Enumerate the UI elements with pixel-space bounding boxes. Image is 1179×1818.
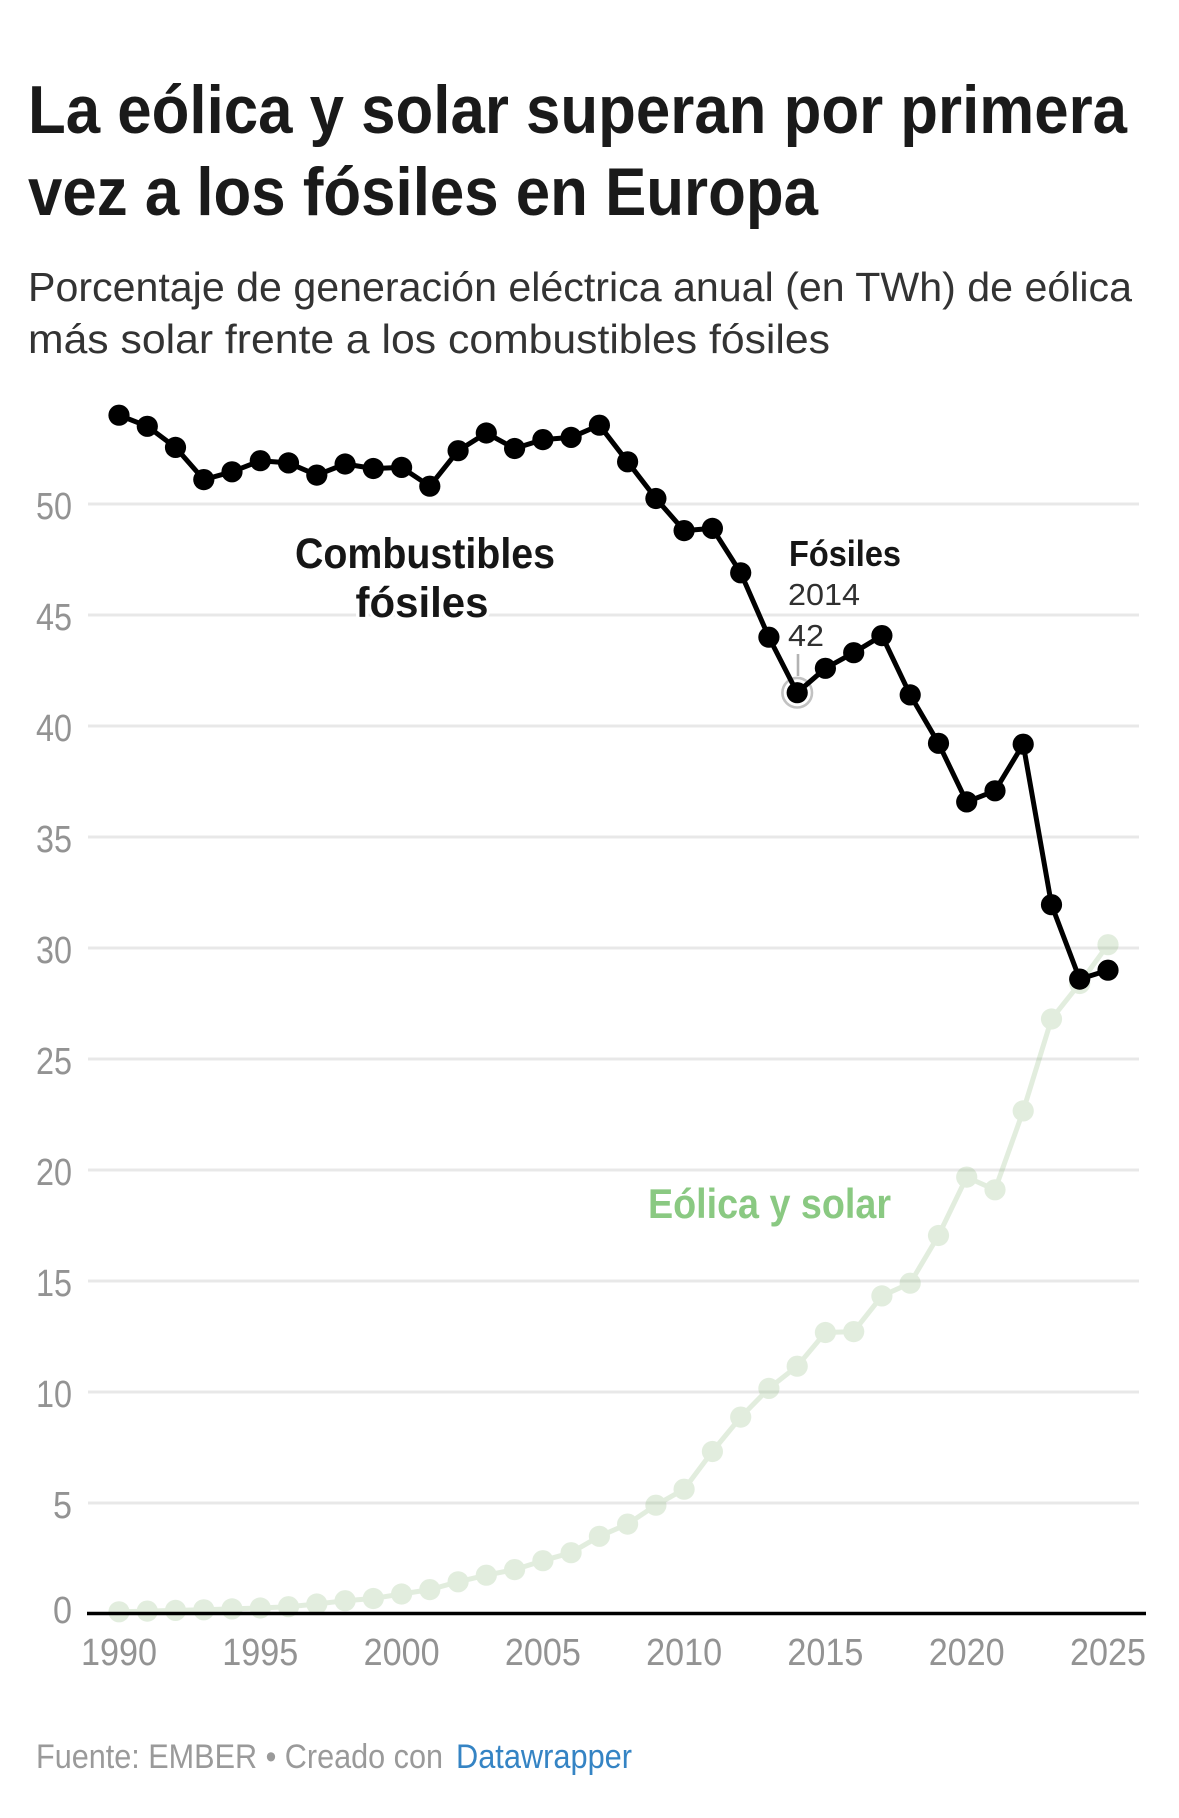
- svg-text:2020: 2020: [929, 1632, 1005, 1674]
- svg-text:Fósiles: Fósiles: [789, 533, 901, 574]
- svg-text:2015: 2015: [787, 1632, 863, 1674]
- svg-text:0: 0: [53, 1590, 72, 1632]
- svg-text:50: 50: [36, 486, 72, 528]
- svg-text:45: 45: [36, 597, 72, 639]
- svg-text:2014: 2014: [788, 577, 860, 612]
- svg-text:10: 10: [36, 1374, 72, 1416]
- svg-text:1995: 1995: [222, 1632, 298, 1674]
- svg-text:Datawrapper: Datawrapper: [456, 1738, 632, 1776]
- svg-text:vez a los fósiles en Europa: vez a los fósiles en Europa: [28, 154, 819, 230]
- svg-text:2025: 2025: [1070, 1632, 1146, 1674]
- svg-text:40: 40: [36, 708, 72, 750]
- svg-text:Combustibles: Combustibles: [295, 530, 555, 578]
- svg-text:20: 20: [36, 1152, 72, 1194]
- svg-text:más solar frente a los combust: más solar frente a los combustibles fósi…: [28, 316, 830, 362]
- svg-text:15: 15: [36, 1263, 72, 1305]
- svg-text:2000: 2000: [364, 1632, 440, 1674]
- svg-text:42: 42: [788, 618, 824, 653]
- svg-text:Fuente: EMBER • Creado con: Fuente: EMBER • Creado con: [36, 1738, 443, 1776]
- svg-text:1990: 1990: [81, 1632, 157, 1674]
- svg-text:Eólica y solar: Eólica y solar: [648, 1180, 891, 1227]
- svg-text:5: 5: [53, 1485, 72, 1527]
- svg-text:2005: 2005: [505, 1632, 581, 1674]
- svg-text:La eólica y solar superan por: La eólica y solar superan por primera: [28, 72, 1128, 148]
- svg-text:30: 30: [36, 930, 72, 972]
- svg-text:35: 35: [36, 819, 72, 861]
- svg-text:Porcentaje de generación eléct: Porcentaje de generación eléctrica anual…: [28, 264, 1132, 310]
- svg-text:2010: 2010: [646, 1632, 722, 1674]
- svg-text:fósiles: fósiles: [356, 579, 489, 627]
- svg-text:25: 25: [36, 1041, 72, 1083]
